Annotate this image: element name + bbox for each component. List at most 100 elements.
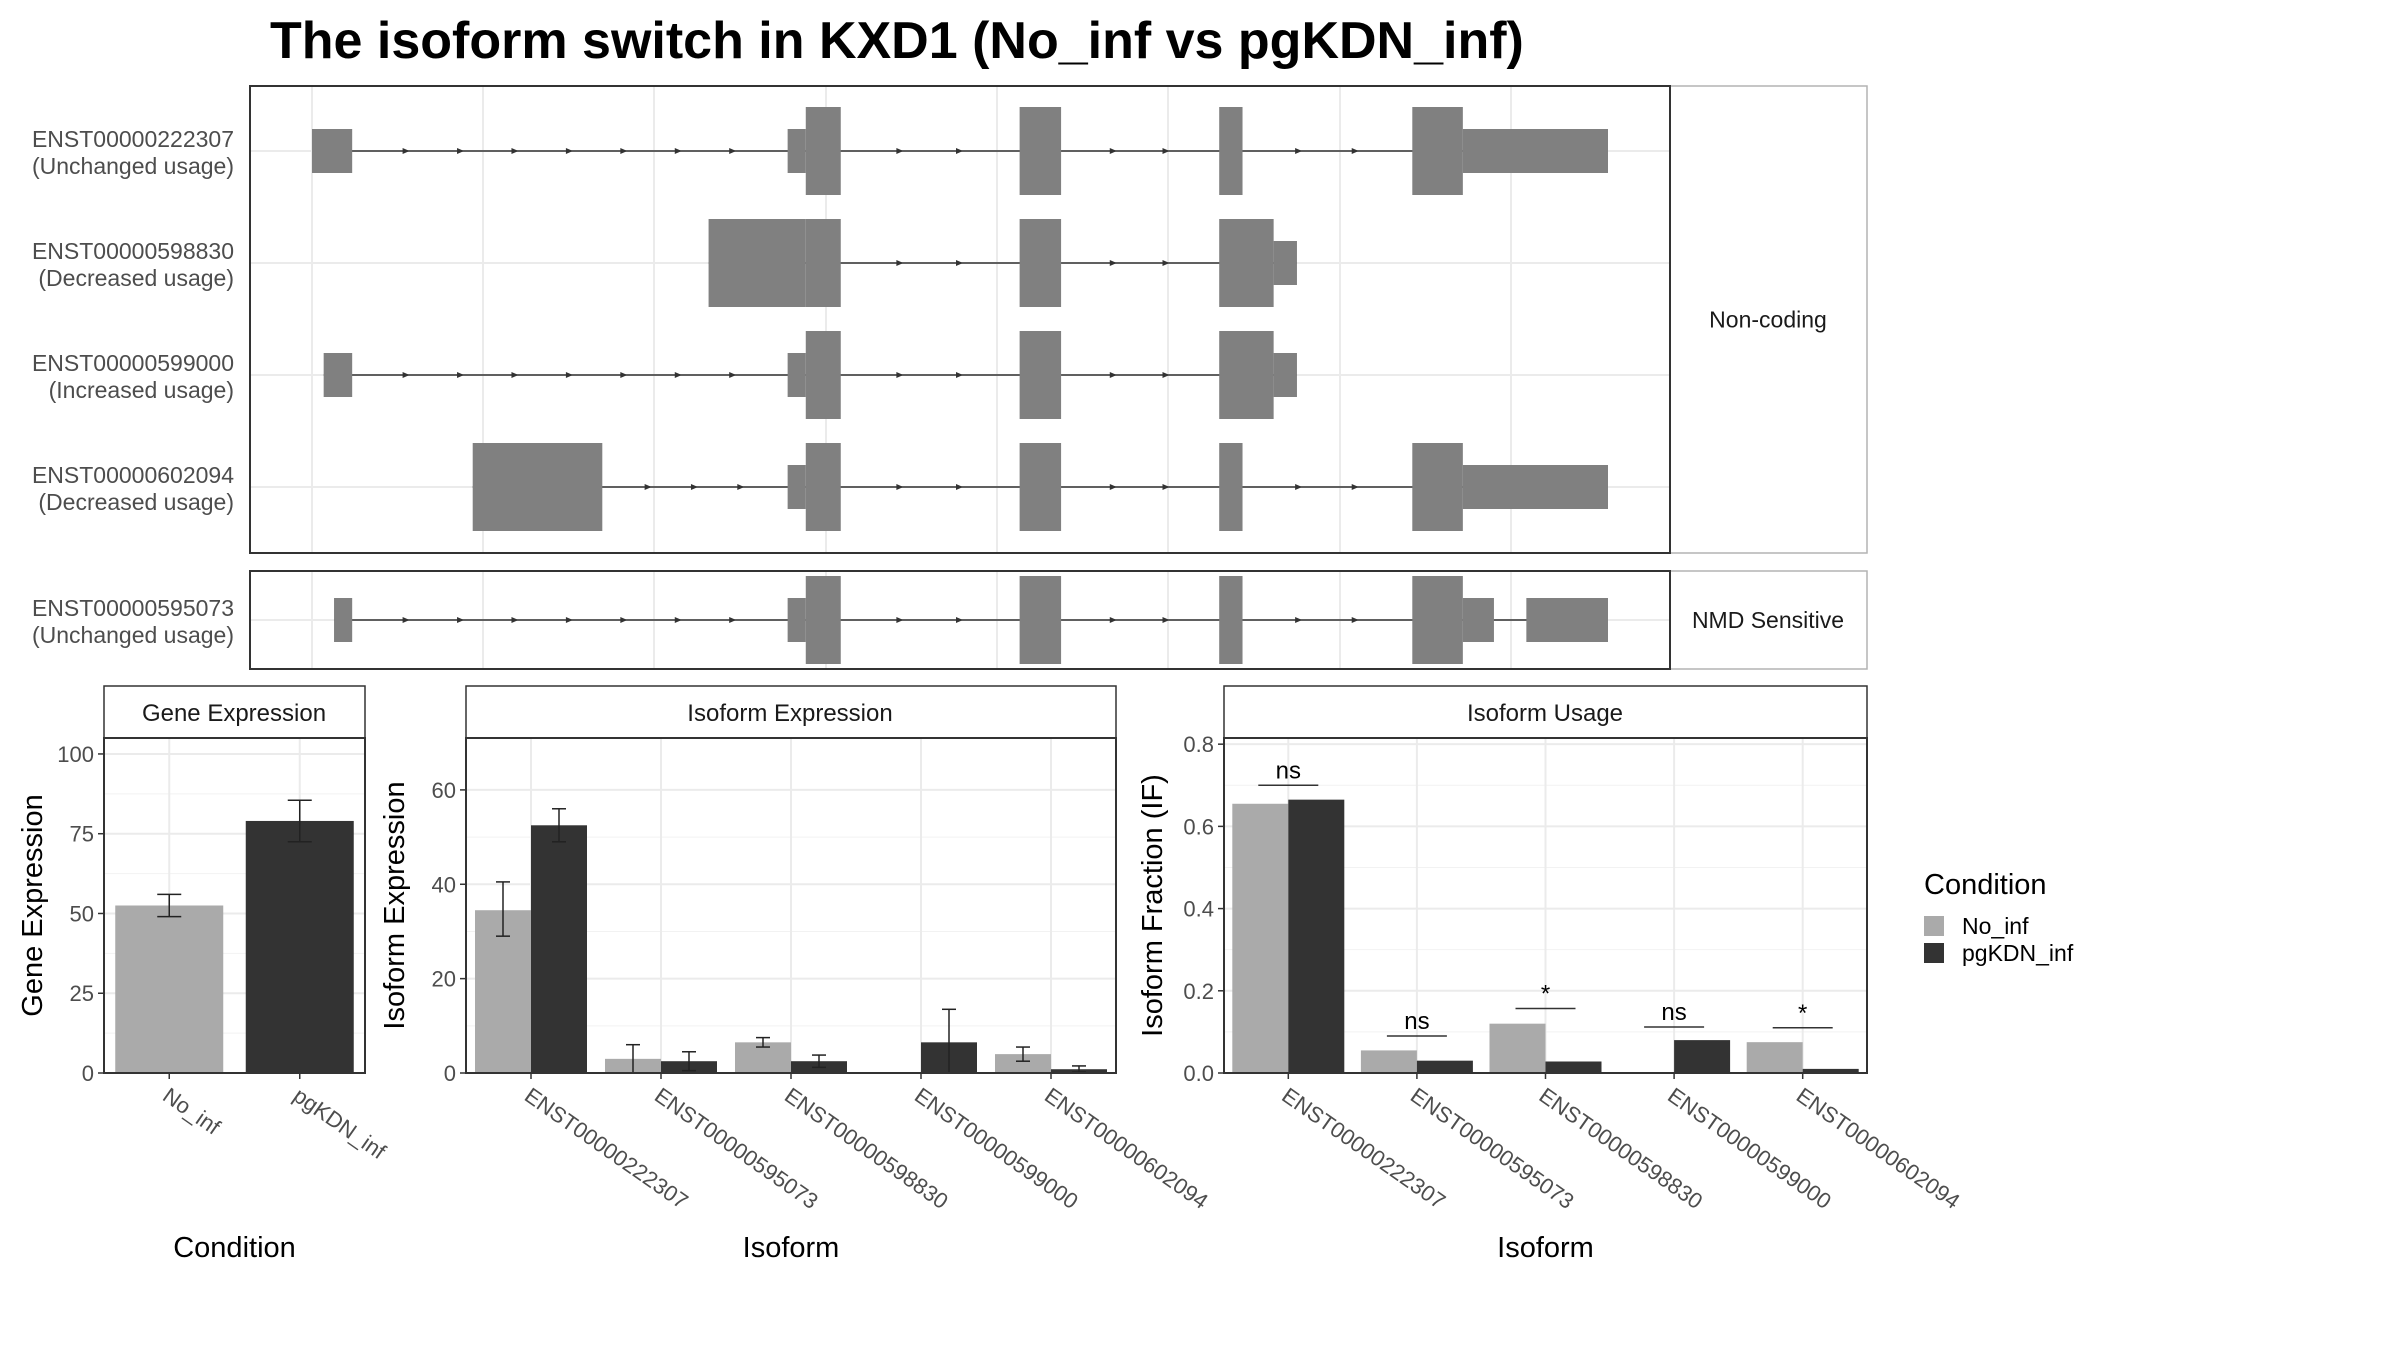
bar-pgkdn-inf [1545, 1061, 1602, 1073]
exon-block [1019, 107, 1062, 195]
significance-label: ns [1661, 999, 1686, 1026]
bar-pgkdn-inf [1802, 1068, 1859, 1073]
y-tick-label: 100 [57, 742, 94, 767]
exon-block [334, 598, 353, 642]
intron-direction-arrow [644, 484, 652, 490]
intron-direction-arrow [565, 372, 573, 378]
exon-block [787, 465, 806, 509]
y-tick-label: 0.8 [1183, 732, 1214, 757]
intron-direction-arrow [956, 617, 963, 623]
exon-block [1219, 219, 1274, 307]
legend-label-no-inf: No_inf [1962, 913, 2029, 939]
bar-pgkdn-inf [531, 825, 587, 1073]
intron-direction-arrow [457, 372, 465, 378]
x-tick-label: No_inf [158, 1083, 225, 1140]
transcript-usage-label: (Decreased usage) [38, 489, 234, 515]
exon-block [1019, 443, 1062, 531]
exon-block [787, 129, 806, 173]
intron-direction-arrow [457, 617, 465, 623]
intron-direction-arrow [674, 148, 682, 154]
legend-swatch-no-inf [1924, 916, 1944, 936]
intron-direction-arrow [896, 148, 904, 154]
facet-label: Non-coding [1709, 307, 1827, 333]
exon-block [1412, 107, 1463, 195]
exon-block [1462, 598, 1494, 642]
bar-no-inf [115, 905, 224, 1073]
intron-direction-arrow [1351, 617, 1359, 623]
exon-block [1462, 465, 1608, 509]
exon-block [1526, 598, 1608, 642]
intron-direction-arrow [956, 260, 963, 266]
exon-block [1462, 129, 1608, 173]
intron-direction-arrow [674, 372, 682, 378]
chart-title: Isoform Usage [1467, 700, 1623, 727]
exon-block [708, 219, 806, 307]
y-tick-label: 75 [70, 822, 94, 847]
y-tick-label: 0.2 [1183, 979, 1214, 1004]
figure-title: The isoform switch in KXD1 (No_inf vs pg… [270, 12, 1524, 70]
intron-direction-arrow [729, 148, 737, 154]
bar-pgkdn-inf [1674, 1040, 1731, 1073]
intron-direction-arrow [511, 148, 519, 154]
chart-strip [103, 685, 366, 739]
y-tick-label: 0.0 [1183, 1061, 1214, 1086]
transcript-structure-panel: Non-coding ENST00000222307 (Unchanged usag… [32, 85, 1868, 670]
y-tick-label: 40 [432, 872, 456, 897]
intron-direction-arrow [737, 484, 745, 490]
intron-direction-arrow [956, 484, 963, 490]
facet-strip-non-coding [1669, 85, 1868, 554]
transcript-usage-label: (Increased usage) [49, 377, 234, 403]
intron-direction-arrow [1162, 617, 1170, 623]
exon-block [1219, 107, 1243, 195]
x-axis-title: Condition [173, 1232, 296, 1264]
exon-block [1019, 576, 1062, 664]
transcript-id-label: ENST00000599000 [32, 350, 234, 376]
intron-direction-arrow [1109, 372, 1117, 378]
exon-block [1219, 576, 1243, 664]
condition-legend: Condition No_inf pgKDN_inf [1924, 869, 2074, 966]
exon-block [1019, 219, 1062, 307]
exon-block [805, 443, 841, 531]
chart-strip [465, 685, 1117, 739]
transcript-id-label: ENST00000595073 [32, 595, 234, 621]
transcript-id-label: ENST00000222307 [32, 126, 234, 152]
y-axis-title: Isoform Expression [379, 781, 411, 1029]
exon-block [1219, 443, 1243, 531]
transcript-usage-label: (Decreased usage) [38, 265, 234, 291]
legend-label-pgkdn-inf: pgKDN_inf [1962, 940, 2074, 966]
transcript-usage-label: (Unchanged usage) [32, 622, 234, 648]
y-tick-label: 0 [444, 1061, 456, 1086]
bar-no-inf [995, 1054, 1051, 1073]
y-tick-label: 0 [82, 1061, 94, 1086]
intron-direction-arrow [1295, 484, 1303, 490]
expression-charts: Gene Expression 0 25 50 75 100 No_inf pgKDN_inf… [17, 685, 1964, 1264]
intron-direction-arrow [1162, 148, 1170, 154]
intron-direction-arrow [457, 148, 465, 154]
intron-direction-arrow [402, 148, 410, 154]
exon-block [1412, 576, 1463, 664]
intron-direction-arrow [1109, 260, 1117, 266]
exon-block [805, 107, 841, 195]
y-tick-label: 60 [432, 778, 456, 803]
intron-direction-arrow [402, 617, 410, 623]
exon-block [805, 331, 841, 419]
intron-direction-arrow [565, 617, 573, 623]
bar-pgkdn-inf [245, 820, 354, 1073]
exon-block [472, 443, 603, 531]
intron-direction-arrow [674, 617, 682, 623]
legend-title: Condition [1924, 869, 2047, 901]
intron-direction-arrow [511, 372, 519, 378]
chart-strip [1223, 685, 1868, 739]
bar-no-inf [1489, 1023, 1546, 1073]
intron-direction-arrow [1109, 148, 1117, 154]
transcript-id-label: ENST00000602094 [32, 462, 234, 488]
intron-direction-arrow [1109, 617, 1117, 623]
chart-title: Isoform Expression [687, 700, 892, 727]
exon-block [1219, 331, 1274, 419]
bar-pgkdn-inf [1288, 799, 1345, 1073]
intron-direction-arrow [620, 372, 628, 378]
intron-direction-arrow [1109, 484, 1117, 490]
x-axis-title: Isoform [1497, 1232, 1594, 1264]
intron-direction-arrow [1162, 484, 1170, 490]
